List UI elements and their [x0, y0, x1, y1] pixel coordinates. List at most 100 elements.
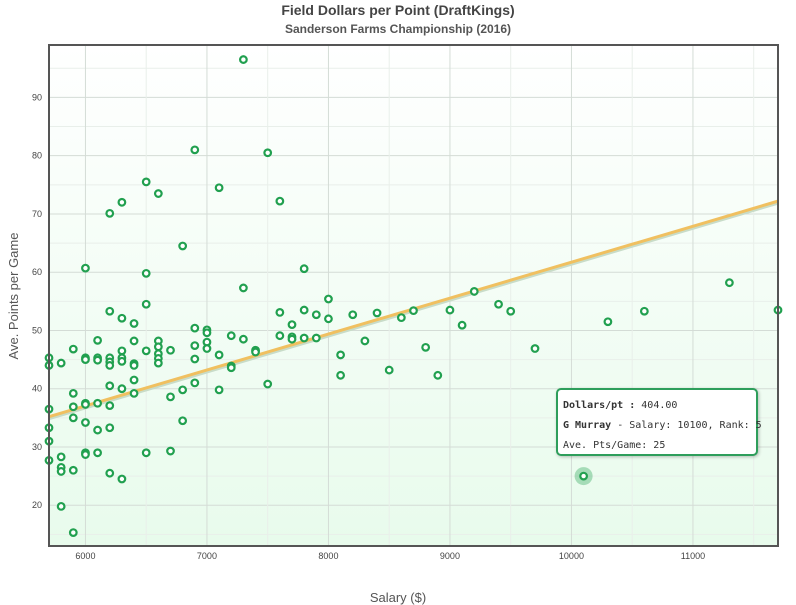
scatter-point[interactable]: [81, 400, 90, 409]
scatter-point[interactable]: [68, 388, 78, 398]
scatter-point[interactable]: [166, 446, 175, 456]
scatter-point[interactable]: [725, 278, 734, 288]
scatter-point[interactable]: [153, 342, 163, 352]
scatter-point[interactable]: [324, 314, 333, 324]
scatter-point[interactable]: [129, 361, 139, 370]
scatter-point[interactable]: [56, 501, 66, 511]
scatter-point[interactable]: [117, 384, 127, 394]
scatter-point[interactable]: [117, 356, 127, 366]
scatter-point[interactable]: [81, 355, 90, 364]
scatter-point[interactable]: [141, 448, 151, 458]
scatter-point[interactable]: [56, 467, 66, 476]
scatter-point[interactable]: [93, 448, 102, 458]
scatter-point[interactable]: [166, 392, 175, 402]
scatter-point[interactable]: [190, 145, 200, 155]
scatter-point[interactable]: [202, 344, 212, 353]
scatter-point[interactable]: [141, 346, 151, 356]
scatter-point[interactable]: [214, 350, 224, 360]
scatter-point[interactable]: [105, 208, 115, 218]
scatter-point[interactable]: [105, 401, 115, 411]
scatter-point[interactable]: [141, 299, 151, 309]
scatter-point[interactable]: [105, 381, 115, 391]
scatter-point[interactable]: [238, 283, 248, 293]
scatter-point[interactable]: [105, 423, 115, 433]
scatter-point[interactable]: [311, 333, 321, 343]
scatter-point[interactable]: [81, 263, 90, 273]
scatter-point[interactable]: [579, 471, 588, 481]
scatter-point[interactable]: [275, 196, 285, 206]
scatter-point[interactable]: [263, 148, 273, 158]
scatter-point[interactable]: [421, 342, 431, 352]
scatter-point[interactable]: [275, 307, 285, 317]
scatter-point[interactable]: [360, 336, 370, 346]
scatter-point[interactable]: [56, 358, 66, 368]
scatter-point[interactable]: [433, 370, 443, 380]
scatter-point[interactable]: [117, 474, 127, 484]
scatter-point[interactable]: [384, 365, 394, 375]
scatter-point[interactable]: [336, 350, 346, 360]
scatter-point[interactable]: [506, 306, 516, 316]
scatter-point[interactable]: [68, 413, 78, 423]
scatter-point[interactable]: [336, 370, 346, 380]
scatter-point[interactable]: [68, 344, 78, 354]
scatter-point[interactable]: [348, 310, 358, 320]
scatter-point[interactable]: [226, 331, 236, 341]
scatter-point[interactable]: [129, 336, 139, 346]
scatter-point[interactable]: [445, 305, 455, 315]
scatter-point[interactable]: [93, 335, 102, 345]
scatter-point[interactable]: [409, 306, 418, 316]
scatter-point[interactable]: [287, 334, 297, 344]
scatter-point[interactable]: [202, 328, 212, 338]
scatter-point[interactable]: [68, 528, 78, 538]
scatter-point[interactable]: [238, 334, 248, 344]
scatter-point[interactable]: [81, 450, 90, 459]
scatter-point[interactable]: [530, 344, 540, 353]
scatter-point[interactable]: [299, 305, 309, 315]
scatter-point[interactable]: [190, 341, 200, 351]
scatter-point[interactable]: [190, 378, 200, 388]
scatter-point[interactable]: [117, 197, 127, 207]
scatter-point[interactable]: [639, 306, 649, 316]
scatter-point[interactable]: [153, 358, 163, 368]
scatter-point[interactable]: [105, 468, 115, 478]
scatter-point[interactable]: [214, 385, 224, 395]
scatter-point[interactable]: [299, 333, 309, 343]
scatter-point[interactable]: [56, 452, 66, 462]
scatter-point[interactable]: [105, 361, 115, 370]
scatter-point[interactable]: [457, 320, 467, 330]
scatter-point[interactable]: [141, 177, 151, 187]
scatter-point[interactable]: [105, 306, 115, 316]
scatter-point[interactable]: [117, 313, 127, 323]
scatter-point[interactable]: [226, 363, 236, 373]
scatter-point[interactable]: [190, 323, 200, 333]
scatter-point[interactable]: [275, 331, 285, 341]
scatter-point[interactable]: [494, 299, 503, 309]
scatter-point[interactable]: [190, 354, 200, 364]
scatter-point[interactable]: [166, 345, 175, 355]
scatter-point[interactable]: [129, 388, 139, 398]
scatter-point[interactable]: [93, 425, 102, 435]
scatter-point[interactable]: [311, 310, 321, 320]
scatter-point[interactable]: [129, 375, 139, 385]
scatter-point[interactable]: [141, 268, 151, 278]
scatter-point[interactable]: [603, 317, 613, 327]
scatter-point[interactable]: [117, 346, 127, 356]
scatter-point[interactable]: [178, 241, 188, 251]
scatter-point[interactable]: [153, 189, 163, 198]
scatter-point[interactable]: [81, 418, 90, 427]
scatter-point[interactable]: [68, 465, 78, 475]
scatter-point[interactable]: [93, 355, 102, 365]
scatter-point[interactable]: [396, 313, 406, 323]
scatter-point[interactable]: [263, 379, 273, 389]
scatter-point[interactable]: [178, 385, 188, 395]
scatter-point[interactable]: [299, 264, 309, 274]
scatter-point[interactable]: [238, 55, 248, 64]
scatter-point[interactable]: [214, 183, 224, 193]
scatter-point[interactable]: [324, 294, 333, 304]
scatter-point[interactable]: [251, 347, 260, 357]
scatter-point[interactable]: [287, 320, 297, 330]
scatter-point[interactable]: [129, 319, 139, 328]
scatter-point[interactable]: [68, 402, 78, 412]
scatter-point[interactable]: [469, 287, 479, 296]
scatter-point[interactable]: [93, 398, 102, 408]
